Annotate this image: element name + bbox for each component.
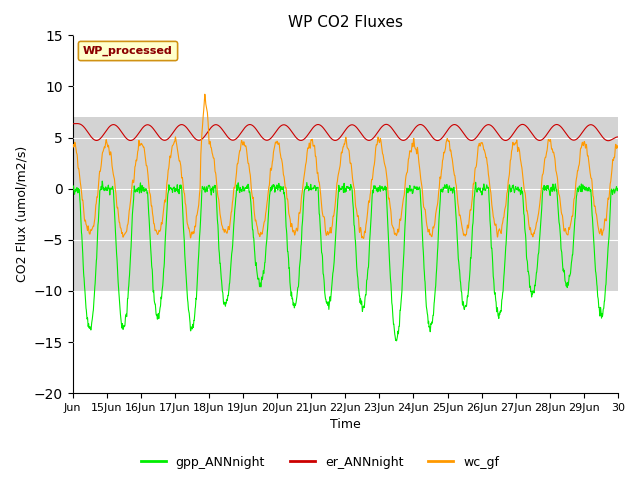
Legend: gpp_ANNnight, er_ANNnight, wc_gf: gpp_ANNnight, er_ANNnight, wc_gf: [136, 451, 504, 474]
X-axis label: Time: Time: [330, 419, 360, 432]
Y-axis label: CO2 Flux (umol/m2/s): CO2 Flux (umol/m2/s): [15, 146, 28, 282]
Title: WP CO2 Fluxes: WP CO2 Fluxes: [288, 15, 403, 30]
Bar: [72, 117, 618, 291]
Legend: WP_processed: WP_processed: [78, 41, 177, 60]
